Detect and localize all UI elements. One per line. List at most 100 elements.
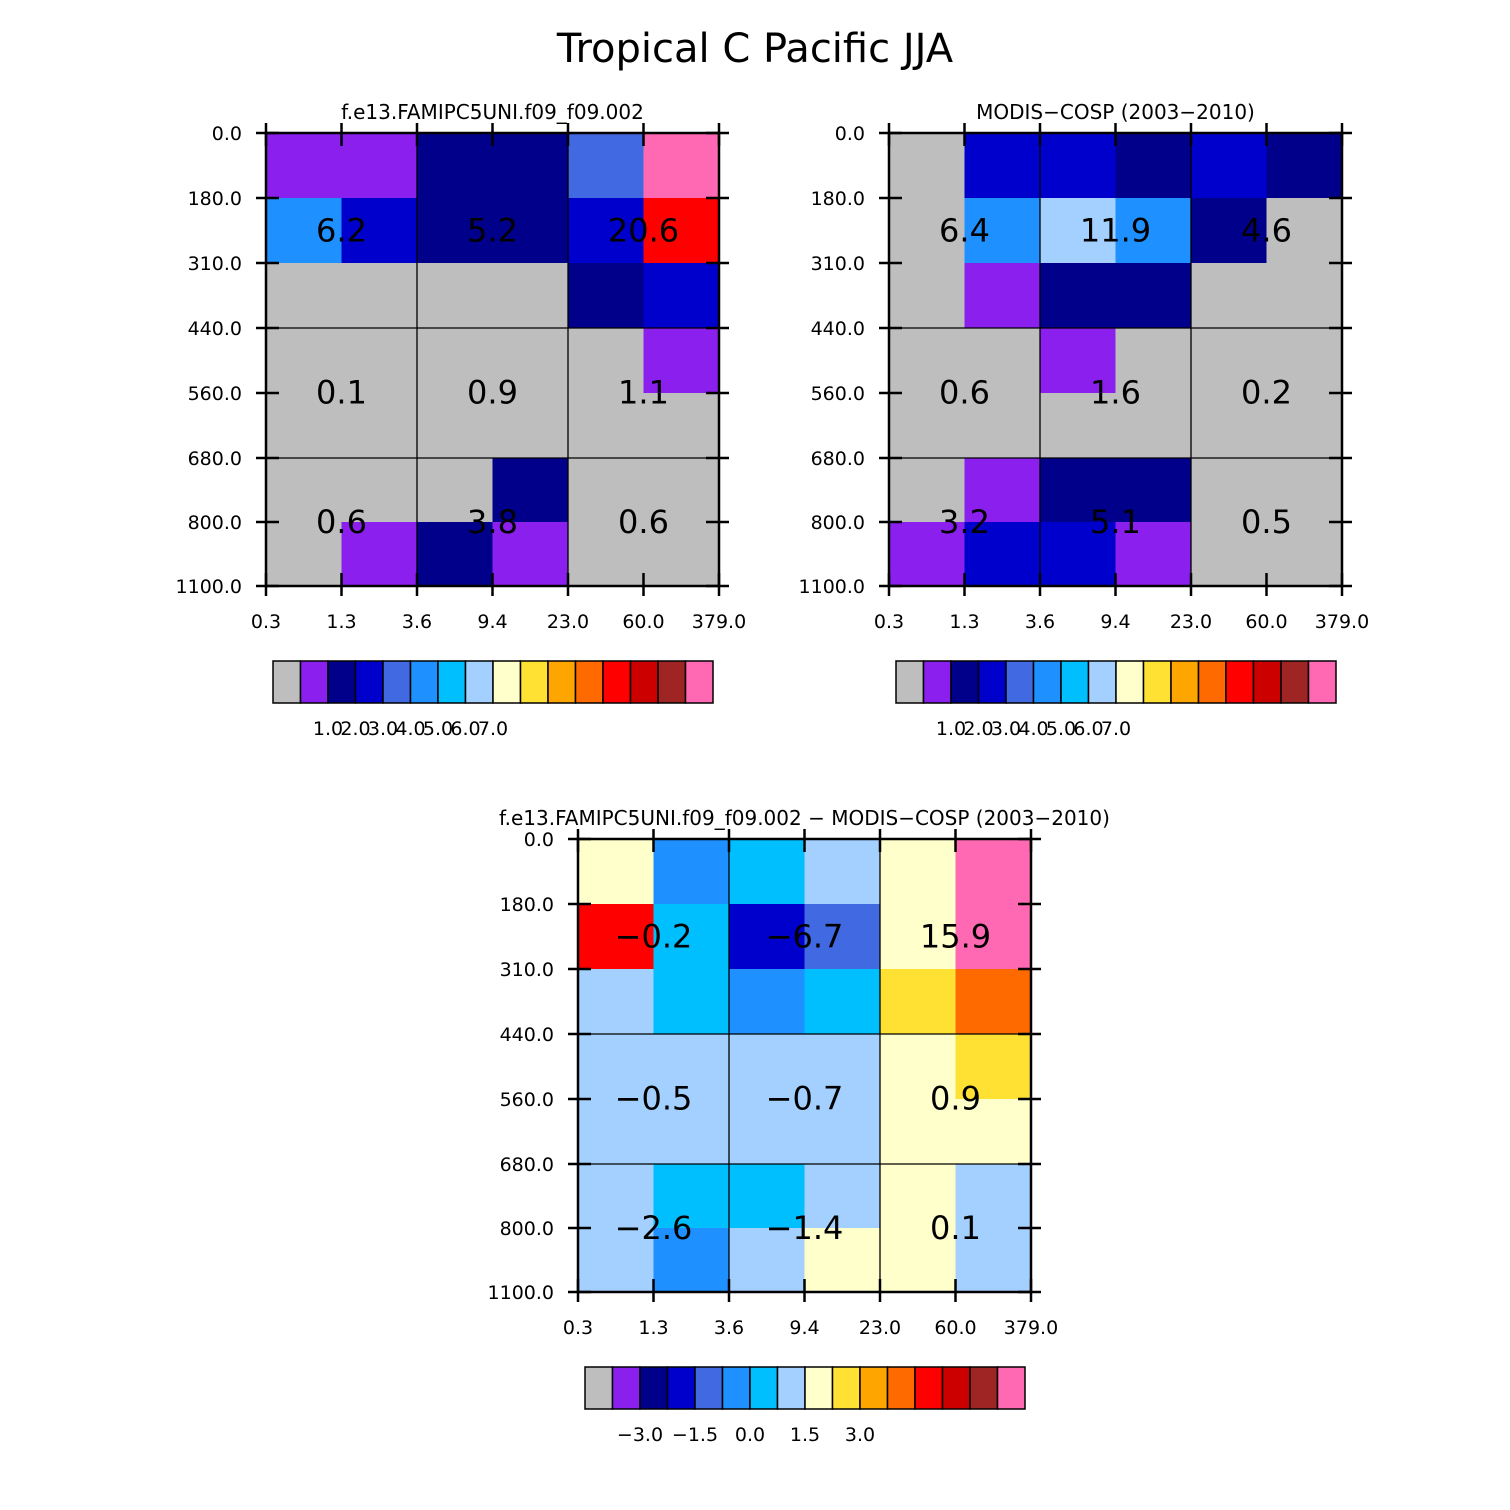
colorbar-swatch: [299, 660, 329, 704]
heatmap-cell: [417, 198, 493, 264]
heatmap-cell: [417, 263, 493, 329]
heatmap-cell: [266, 328, 342, 394]
x-tick-label: 60.0: [1245, 611, 1287, 633]
y-tick-label: 440.0: [188, 318, 242, 340]
heatmap-cell: [804, 1099, 881, 1165]
data-label: 11.9: [1080, 212, 1151, 250]
colorbar-label: 7.0: [1101, 718, 1131, 740]
data-label: 6.2: [316, 212, 367, 250]
heatmap-cell: [1191, 522, 1267, 587]
heatmap-cell: [341, 133, 418, 199]
colorbar-swatch: [1032, 660, 1062, 704]
heatmap-cell: [1191, 263, 1267, 329]
heatmap-cell: [889, 393, 965, 459]
colorbar-label: 1.5: [790, 1424, 820, 1446]
heatmap-cell: [266, 198, 342, 264]
colorbar-label: −1.5: [672, 1424, 718, 1446]
colorbar-swatch: [629, 660, 659, 704]
colorbar-swatch: [1115, 660, 1145, 704]
heatmap-cell: [804, 1164, 881, 1229]
x-tick-label: 379.0: [1315, 611, 1369, 633]
data-label: 0.6: [316, 503, 367, 541]
heatmap-cell: [889, 198, 965, 264]
colorbar-label: 5.0: [423, 718, 453, 740]
heatmap-cell: [568, 522, 644, 587]
data-label: 0.1: [930, 1209, 981, 1247]
x-tick-label: 379.0: [1004, 1317, 1058, 1339]
heatmap-cell: [880, 1034, 956, 1100]
colorbar-label: 1.0: [313, 718, 343, 740]
heatmap-cell: [1266, 133, 1343, 199]
heatmap-cell: [492, 263, 569, 329]
colorbar-swatch: [574, 660, 604, 704]
colorbar-swatch: [354, 660, 384, 704]
colorbar-label: 0.0: [735, 1424, 765, 1446]
colorbar-swatch: [749, 1366, 779, 1410]
heatmap-cell: [1040, 133, 1116, 199]
heatmap-cell: [1115, 328, 1192, 394]
colorbar-swatch: [1225, 660, 1255, 704]
heatmap-cell: [955, 969, 1032, 1035]
colorbar-label: 4.0: [395, 718, 425, 740]
y-tick-label: 1100.0: [488, 1282, 554, 1304]
data-label: 15.9: [920, 918, 991, 956]
heatmap-cell: [1040, 263, 1116, 329]
heatmap-cell: [653, 969, 730, 1035]
colorbar-swatch: [547, 660, 577, 704]
heatmap-cell: [417, 328, 493, 394]
colorbar-swatch: [492, 660, 522, 704]
y-tick-label: 1100.0: [799, 576, 865, 598]
heatmap-cell: [653, 1228, 730, 1293]
heatmap-cell: [955, 1099, 1032, 1165]
y-tick-label: 800.0: [188, 512, 242, 534]
heatmap-cell: [1115, 263, 1192, 329]
data-label: 0.5: [1241, 503, 1292, 541]
y-tick-label: 0.0: [835, 123, 865, 145]
y-tick-label: 560.0: [811, 383, 865, 405]
colorbar-label: 7.0: [478, 718, 508, 740]
data-label: −6.7: [766, 918, 844, 956]
heatmap-cell: [880, 1228, 956, 1293]
heatmap-cell: [804, 1228, 881, 1293]
x-tick-label: 3.6: [1025, 611, 1055, 633]
heatmap-cell: [880, 839, 956, 905]
heatmap-cell: [643, 263, 720, 329]
data-label: 5.2: [467, 212, 518, 250]
page-title: Tropical C Pacific JJA: [556, 26, 954, 72]
y-tick-label: 560.0: [500, 1089, 554, 1111]
data-label: 1.6: [1090, 374, 1141, 412]
colorbar-label: 3.0: [368, 718, 398, 740]
x-tick-label: 1.3: [949, 611, 979, 633]
heatmap-cell: [1191, 328, 1267, 394]
colorbar-swatch: [519, 660, 549, 704]
x-tick-label: 60.0: [622, 611, 664, 633]
data-label: 0.9: [930, 1080, 981, 1118]
heatmap-cell: [889, 133, 965, 199]
heatmap-cell: [653, 839, 730, 905]
heatmap-cell: [955, 1164, 1032, 1229]
colorbar-swatch: [694, 1366, 724, 1410]
heatmap-cell: [804, 969, 881, 1035]
colorbar-swatch: [327, 660, 357, 704]
heatmap-cell: [492, 522, 569, 587]
x-tick-label: 9.4: [789, 1317, 819, 1339]
colorbar-swatch: [886, 1366, 916, 1410]
panel-title: f.e13.FAMIPC5UNI.f09_f09.002 − MODIS−COS…: [499, 806, 1110, 830]
heatmap-cell: [1115, 133, 1192, 199]
x-tick-label: 0.3: [251, 611, 281, 633]
heatmap-cell: [643, 328, 720, 394]
colorbar-swatch: [895, 660, 925, 704]
heatmap-cell: [578, 839, 654, 905]
heatmap-cell: [729, 1099, 805, 1165]
heatmap-cell: [880, 1164, 956, 1229]
heatmap-cell: [804, 904, 881, 970]
heatmap-cell: [492, 393, 569, 459]
colorbar-swatch: [950, 660, 980, 704]
data-label: 0.2: [1241, 374, 1292, 412]
heatmap-cell: [341, 263, 418, 329]
heatmap-cell: [729, 1164, 805, 1229]
data-label: 0.1: [316, 374, 367, 412]
colorbar-label: 5.0: [1046, 718, 1076, 740]
heatmap-cell: [1266, 263, 1343, 329]
heatmap-cell: [1115, 393, 1192, 459]
